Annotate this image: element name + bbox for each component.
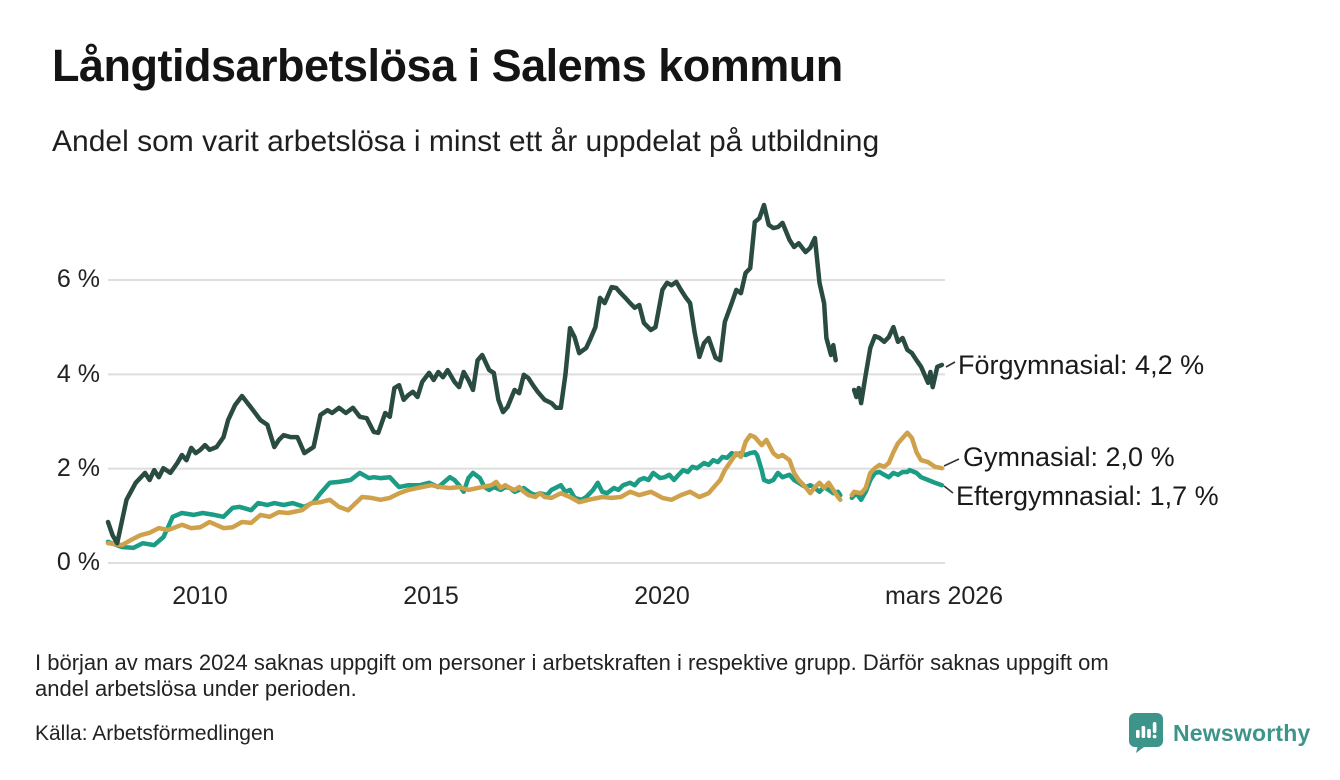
series-end-label-eftergymnasial: Eftergymnasial: 1,7 % — [956, 481, 1219, 511]
x-axis-tick-2015: 2015 — [403, 582, 459, 610]
series-line-förgymnasial-seg1 — [105, 202, 838, 546]
newsworthy-logo: Newsworthy — [1128, 712, 1310, 754]
series-lines — [105, 202, 945, 551]
series-line-förgymnasial-seg2 — [851, 324, 945, 406]
y-axis-tick-6: 6 % — [56, 265, 100, 293]
footnote-line-1: I början av mars 2024 saknas uppgift om … — [35, 650, 1109, 675]
leader-gymnasial — [943, 458, 960, 467]
x-axis-tick-2020: 2020 — [634, 582, 690, 610]
newsworthy-chart-bubble-icon — [1129, 713, 1163, 753]
x-axis-tick-2010: 2010 — [172, 582, 228, 610]
bar-icon-tall — [1141, 726, 1146, 738]
y-axis-tick-4: 4 % — [56, 360, 100, 388]
series-end-label-gymnasial: Gymnasial: 2,0 % — [963, 442, 1175, 472]
gridlines — [108, 278, 945, 564]
series-line-gymnasial-seg2 — [849, 430, 945, 498]
exclamation-icon — [1152, 722, 1157, 733]
label-leader-lines — [943, 361, 960, 494]
y-axis-tick-2: 2 % — [56, 454, 100, 482]
series-line-gymnasial-seg1 — [105, 432, 843, 548]
newsworthy-wordmark: Newsworthy — [1173, 719, 1311, 746]
page-subtitle: Andel som varit arbetslösa i minst ett å… — [52, 125, 880, 158]
footnote: I början av mars 2024 saknas uppgift om … — [35, 650, 1109, 702]
series-line-eftergymnasial-seg1 — [105, 449, 843, 551]
bar-icon-medium — [1147, 729, 1151, 738]
exclamation-dot — [1152, 734, 1157, 739]
source-label: Källa: Arbetsförmedlingen — [35, 722, 275, 745]
y-axis-tick-0: 0 % — [56, 548, 100, 576]
leader-forgymnasial — [945, 361, 956, 368]
footnote-line-2: andel arbetslösa under perioden. — [35, 676, 357, 701]
x-axis-tick-mars-2026: mars 2026 — [884, 582, 1004, 610]
bar-icon-small — [1136, 730, 1140, 738]
page-title: Långtidsarbetslösa i Salems kommun — [52, 40, 843, 91]
series-end-label-forgymnasial: Förgymnasial: 4,2 % — [958, 350, 1205, 380]
leader-eftergymnasial — [943, 485, 954, 494]
